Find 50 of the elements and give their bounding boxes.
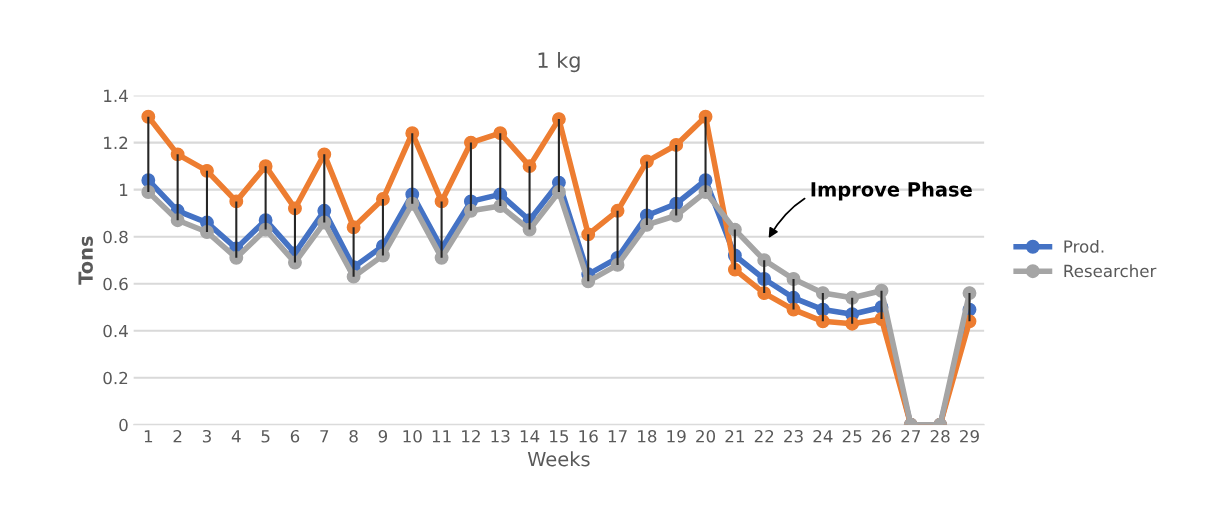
- x-tick-label: 7: [320, 430, 329, 443]
- x-tick-label: 19: [667, 429, 686, 443]
- y-tick-label: 1.4: [104, 89, 128, 102]
- x-tick-label: 18: [638, 429, 657, 443]
- y-tick-label: 0.2: [103, 371, 128, 385]
- x-tick-label: 13: [491, 429, 510, 443]
- chart-title: 1 kg: [538, 51, 580, 73]
- x-tick-label: 3: [202, 429, 211, 443]
- x-tick-label: 26: [872, 429, 892, 443]
- x-tick-label: 29: [960, 429, 979, 443]
- y-tick-label: 0: [119, 418, 128, 432]
- point: [581, 274, 596, 289]
- y-tick-label: 0.4: [103, 324, 128, 338]
- x-tick-label: 11: [432, 430, 451, 443]
- x-tick-label: 10: [403, 429, 422, 443]
- x-tick-label: 15: [550, 430, 569, 443]
- point: [463, 135, 478, 150]
- x-tick-label: 5: [261, 430, 270, 443]
- point: [845, 290, 860, 305]
- point: [669, 138, 684, 152]
- y-tick-label: 1.2: [104, 136, 128, 149]
- x-tick-label: 22: [754, 429, 774, 443]
- x-tick-label: 14: [520, 430, 540, 443]
- x-tick-label: 24: [813, 429, 833, 443]
- legend-label: Researcher: [1064, 264, 1157, 278]
- y-tick-label: 0.8: [103, 230, 128, 244]
- x-tick-label: 8: [349, 429, 358, 443]
- y-tick-label: 0.6: [103, 277, 128, 291]
- x-tick-label: 23: [784, 429, 803, 443]
- x-tick-label: 21: [725, 429, 744, 443]
- x-tick-label: 25: [842, 429, 862, 443]
- point: [757, 286, 772, 301]
- y-axis-title: Tons: [78, 236, 93, 285]
- x-axis-title: Weeks: [527, 451, 590, 467]
- x-tick-label: 17: [608, 430, 627, 443]
- x-tick-label: 28: [930, 429, 950, 443]
- x-tick-label: 2: [173, 429, 182, 443]
- legend-label: Prod.: [1064, 239, 1104, 253]
- x-tick-label: 12: [462, 429, 480, 443]
- y-tick-label: 1: [120, 183, 128, 196]
- x-tick-label: 16: [579, 429, 598, 443]
- x-tick-label: 20: [696, 429, 716, 443]
- point: [815, 314, 830, 329]
- x-tick-label: 6: [290, 429, 300, 443]
- x-tick-label: 4: [231, 430, 241, 443]
- x-tick-label: 1: [144, 430, 153, 443]
- point: [493, 199, 508, 214]
- x-tick-label: 27: [901, 429, 921, 443]
- x-tick-label: 9: [378, 429, 388, 443]
- annotation: Improve Phase: [811, 181, 972, 201]
